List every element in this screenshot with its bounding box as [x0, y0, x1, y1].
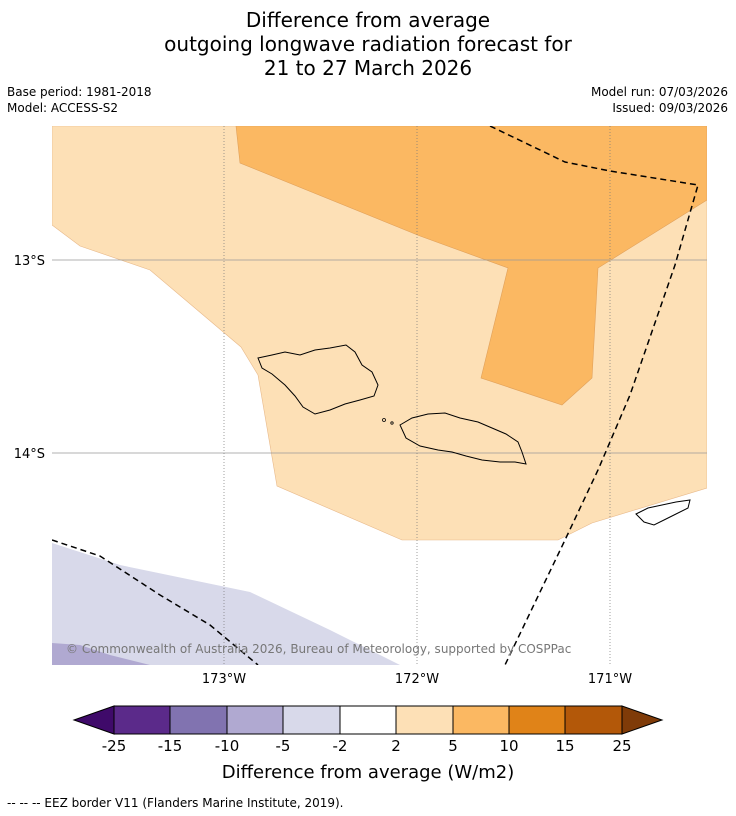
colorbar-arrow-max [621, 705, 664, 735]
colorbar-segment-7 [452, 705, 510, 735]
eez-legend: -- -- -- EEZ border V11 (Flanders Marine… [7, 796, 344, 810]
colorbar-label: Difference from average (W/m2) [222, 762, 514, 783]
colorbar-tick-4: -5 [276, 737, 291, 755]
title-line-1: Difference from average [245, 8, 491, 32]
colorbar-tick-2: -15 [158, 737, 183, 755]
tutuila-island [635, 499, 691, 526]
colorbar-tick-1: -25 [102, 737, 127, 755]
colorbar-tick-7: 5 [448, 737, 458, 755]
savaii-island [257, 344, 379, 415]
meta-right: Model run: 07/03/2026 Issued: 09/03/2026 [591, 84, 728, 116]
colorbar-segment-2 [169, 705, 228, 735]
colorbar-tick-9: 15 [555, 737, 574, 755]
lon-label-171w: 171°W [588, 672, 632, 687]
model-name: Model: ACCESS-S2 [7, 101, 119, 115]
lon-label-173w: 173°W [202, 672, 246, 687]
anomaly-region-5-to-10 [235, 126, 707, 406]
base-period: Base period: 1981-2018 [7, 85, 152, 99]
colorbar-segment-4 [282, 705, 341, 735]
colorbar-tick-10: 25 [612, 737, 631, 755]
colorbar-segment-9 [564, 705, 623, 735]
colorbar-tick-3: -10 [215, 737, 240, 755]
model-run: Model run: 07/03/2026 [590, 85, 728, 99]
apolima-island [382, 418, 386, 422]
anomaly-region-minus-2-to-minus-5 [52, 543, 400, 665]
lon-label-172w: 172°W [395, 672, 439, 687]
title-line-3: 21 to 27 March 2026 [263, 56, 473, 80]
colorbar-segment-6 [395, 705, 454, 735]
eez-border-north-east [489, 126, 699, 665]
copyright-text: © Commonwealth of Australia 2026, Bureau… [66, 642, 571, 656]
title-line-2: outgoing longwave radiation forecast for [164, 32, 572, 56]
colorbar-segment-3 [226, 705, 284, 735]
colorbar: -25 -15 -10 -5 -2 2 5 10 15 25 Differenc… [72, 705, 664, 783]
colorbar-arrow-min [72, 705, 115, 735]
colorbar-segment-1 [113, 705, 171, 735]
colorbar-segment-5 [339, 705, 397, 735]
anomaly-region-minus-5-to-minus-10 [52, 643, 150, 665]
colorbar-tick-5: -2 [333, 737, 348, 755]
manono-island [390, 421, 394, 425]
lat-label-13s: 13°S [14, 254, 45, 269]
upolu-island [399, 412, 527, 465]
lat-label-14s: 14°S [14, 447, 45, 462]
colorbar-tick-8: 10 [499, 737, 518, 755]
colorbar-segment-8 [508, 705, 566, 735]
colorbar-tick-6: 2 [391, 737, 401, 755]
map-title: Difference from average outgoing longwav… [0, 8, 736, 80]
issued-date: Issued: 09/03/2026 [612, 101, 728, 115]
eez-border-south-west [52, 539, 259, 665]
meta-left: Base period: 1981-2018 Model: ACCESS-S2 [7, 84, 152, 116]
